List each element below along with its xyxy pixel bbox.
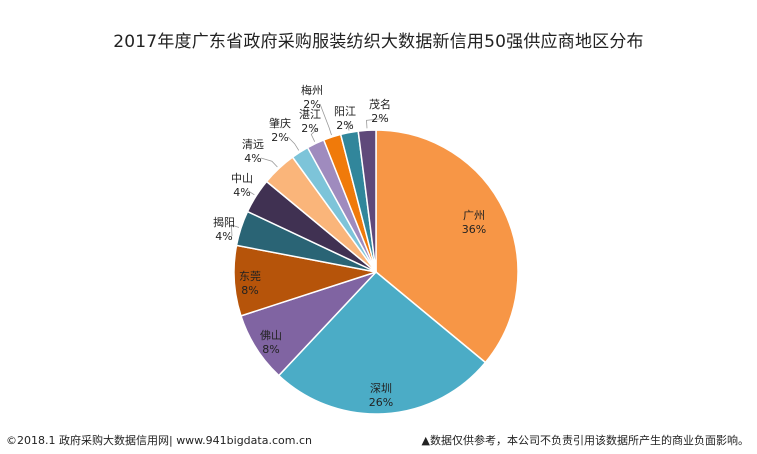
slice-label-7: 肇庆 bbox=[269, 116, 291, 130]
leader-line-11 bbox=[366, 117, 389, 129]
slice-label-1: 深圳 bbox=[370, 382, 392, 395]
slice-label-3: 东莞 bbox=[239, 270, 261, 283]
slice-label-5: 中山 bbox=[231, 172, 253, 185]
slice-value-0: 36% bbox=[462, 223, 486, 236]
slice-value-4: 4% bbox=[215, 230, 232, 243]
slice-label-4: 揭阳 bbox=[213, 215, 235, 229]
slice-value-5: 4% bbox=[233, 186, 250, 199]
leader-line-8 bbox=[310, 127, 319, 142]
slice-value-10: 2% bbox=[336, 119, 353, 132]
slice-label-10: 阳江 bbox=[334, 105, 356, 118]
slice-value-9: 2% bbox=[303, 98, 320, 111]
slice-value-6: 4% bbox=[244, 152, 261, 165]
footer-copyright: ©2018.1 政府采购大数据信用网| www.941bigdata.com.c… bbox=[6, 434, 312, 447]
slice-value-11: 2% bbox=[371, 112, 388, 125]
pie-slice-11 bbox=[357, 129, 377, 273]
chart-title: 2017年度广东省政府采购服装纺织大数据新信用50强供应商地区分布 bbox=[113, 32, 644, 52]
slice-value-8: 2% bbox=[301, 122, 318, 135]
footer-disclaimer: ▲数据仅供参考，本公司不负责引用该数据所产生的商业负面影响。 bbox=[421, 434, 749, 447]
leader-line-6 bbox=[260, 157, 278, 168]
leader-line-10 bbox=[346, 122, 354, 131]
pie-slice-0 bbox=[375, 129, 519, 364]
leader-line-4 bbox=[230, 224, 240, 237]
slice-value-7: 2% bbox=[271, 131, 288, 144]
slice-value-1: 26% bbox=[369, 396, 393, 409]
leader-line-7 bbox=[287, 136, 300, 151]
slice-label-2: 佛山 bbox=[260, 329, 282, 342]
leader-line-5 bbox=[247, 190, 255, 196]
slice-value-3: 8% bbox=[241, 284, 258, 297]
slice-label-6: 清远 bbox=[242, 138, 264, 151]
slice-label-9: 梅州 bbox=[301, 83, 323, 97]
slice-value-2: 8% bbox=[262, 343, 279, 356]
pie-slice-1 bbox=[277, 270, 487, 415]
slice-label-11: 茂名 bbox=[369, 97, 391, 111]
slice-label-0: 广州 bbox=[463, 209, 485, 222]
slice-label-8: 湛江 bbox=[299, 108, 321, 121]
leader-line-9 bbox=[319, 103, 332, 136]
